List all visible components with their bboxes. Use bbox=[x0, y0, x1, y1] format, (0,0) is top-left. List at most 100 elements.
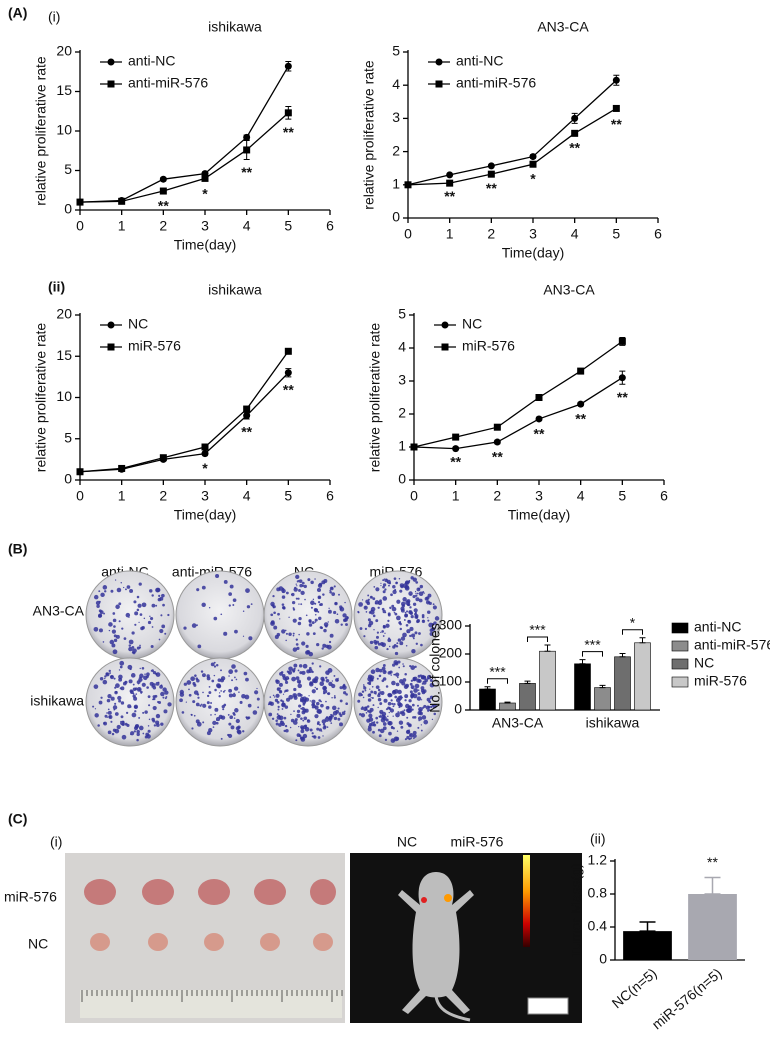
colony bbox=[238, 691, 240, 693]
colony bbox=[398, 702, 403, 708]
colony bbox=[301, 706, 305, 711]
colony bbox=[387, 721, 392, 726]
colony bbox=[412, 594, 416, 599]
colony bbox=[113, 638, 118, 643]
colony bbox=[363, 685, 365, 688]
colony bbox=[329, 633, 334, 638]
colony bbox=[363, 684, 365, 686]
colony bbox=[312, 598, 315, 601]
colony bbox=[392, 645, 396, 649]
colony bbox=[228, 592, 232, 596]
colony bbox=[93, 594, 99, 600]
colony bbox=[393, 577, 397, 580]
colony bbox=[414, 665, 417, 669]
colony bbox=[223, 631, 228, 636]
colony bbox=[361, 599, 364, 601]
colony bbox=[185, 701, 187, 703]
colony bbox=[395, 712, 400, 718]
y-axis-label: No. of colones bbox=[427, 623, 443, 713]
colony bbox=[118, 669, 121, 671]
colony bbox=[247, 703, 252, 708]
marker bbox=[243, 133, 251, 141]
colony bbox=[146, 686, 149, 689]
colony bbox=[324, 717, 330, 722]
colony bbox=[377, 600, 383, 606]
colony bbox=[314, 714, 319, 719]
colony bbox=[306, 676, 312, 681]
series-line bbox=[413, 340, 623, 448]
colony bbox=[128, 679, 133, 684]
colony bbox=[414, 683, 420, 689]
colony bbox=[382, 624, 386, 628]
colony bbox=[132, 687, 137, 692]
colony bbox=[295, 643, 299, 646]
error-bar bbox=[484, 686, 491, 690]
colony bbox=[215, 573, 220, 579]
colony bbox=[311, 689, 316, 694]
colony bbox=[296, 733, 301, 737]
colony bbox=[127, 704, 132, 709]
colony bbox=[234, 669, 238, 673]
colony bbox=[396, 615, 401, 621]
colony bbox=[359, 627, 363, 630]
colony bbox=[206, 674, 210, 678]
colony bbox=[102, 679, 108, 685]
colony bbox=[382, 590, 386, 594]
colony bbox=[228, 669, 234, 675]
colony bbox=[402, 678, 407, 682]
colony bbox=[311, 732, 314, 735]
colony bbox=[318, 699, 321, 702]
colony bbox=[275, 693, 280, 698]
annotation: * bbox=[202, 460, 208, 476]
colony bbox=[234, 629, 238, 634]
colony bbox=[395, 697, 401, 703]
colony bbox=[412, 602, 417, 606]
colony bbox=[275, 722, 279, 726]
colony bbox=[107, 708, 110, 711]
colony bbox=[388, 707, 392, 710]
colony bbox=[285, 639, 287, 642]
colony bbox=[390, 593, 393, 597]
colony bbox=[316, 722, 320, 726]
tumor bbox=[310, 879, 336, 905]
colony bbox=[247, 716, 251, 720]
colony bbox=[393, 660, 399, 665]
colony bbox=[408, 729, 410, 731]
colony bbox=[134, 623, 137, 626]
colony bbox=[298, 616, 302, 621]
colony bbox=[105, 672, 110, 677]
colony bbox=[201, 585, 206, 590]
chart-title: ishikawa bbox=[208, 282, 262, 298]
tumor bbox=[148, 933, 168, 951]
colony bbox=[322, 593, 325, 596]
x-tick-label: 2 bbox=[493, 488, 501, 504]
colony bbox=[309, 682, 314, 687]
colony bbox=[125, 711, 129, 715]
colony bbox=[363, 686, 367, 690]
colony bbox=[273, 611, 276, 615]
colony bbox=[397, 689, 402, 695]
colony bbox=[216, 717, 221, 722]
colony bbox=[113, 625, 116, 628]
colony bbox=[228, 604, 231, 607]
colony bbox=[196, 588, 200, 592]
colony bbox=[281, 595, 286, 599]
colony bbox=[363, 635, 366, 638]
colony bbox=[296, 713, 301, 718]
colony bbox=[415, 597, 420, 602]
colony bbox=[310, 606, 313, 609]
colony bbox=[296, 709, 301, 714]
colony bbox=[408, 591, 413, 596]
colony bbox=[430, 705, 433, 709]
colony bbox=[402, 597, 407, 602]
colony bbox=[421, 715, 427, 720]
bar bbox=[519, 683, 536, 711]
bar bbox=[688, 894, 737, 960]
colony bbox=[308, 623, 313, 627]
colony bbox=[139, 673, 144, 678]
tumor-row: miR-576 bbox=[4, 889, 57, 905]
colony bbox=[132, 692, 135, 695]
colony bbox=[292, 647, 298, 652]
colony bbox=[114, 579, 117, 581]
colony bbox=[387, 671, 392, 675]
